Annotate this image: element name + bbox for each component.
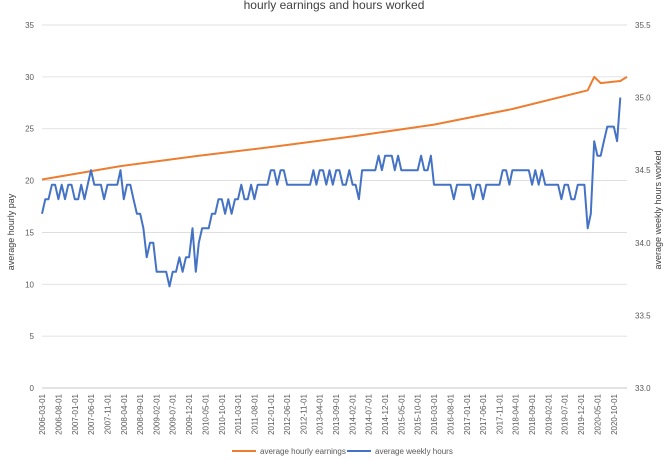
right-axis-ticks: 33.0 33.5 34.0 34.5 35.0 35.5 bbox=[635, 21, 651, 393]
right-tick-label: 35.5 bbox=[635, 21, 651, 30]
x-tick-label: 2012-11-01 bbox=[300, 393, 309, 434]
left-tick-label: 25 bbox=[25, 125, 34, 134]
left-tick-label: 35 bbox=[25, 21, 34, 30]
x-tick-label: 2006-03-01 bbox=[38, 393, 47, 434]
x-tick-label: 2007-06-01 bbox=[87, 393, 96, 434]
left-tick-label: 5 bbox=[30, 332, 35, 341]
x-tick-label: 2017-01-01 bbox=[463, 393, 472, 434]
x-tick-label: 2013-09-01 bbox=[332, 393, 341, 434]
x-tick-label: 2018-04-01 bbox=[512, 393, 521, 434]
x-axis: 2006-03-01 2006-08-01 2007-01-01 2007-06-01… bbox=[38, 387, 627, 435]
x-tick-label: 2009-07-01 bbox=[169, 393, 178, 434]
x-tick-label: 2016-03-01 bbox=[430, 393, 439, 434]
x-tick-label: 2010-10-01 bbox=[218, 393, 227, 434]
legend-label-earnings: average hourly earnings bbox=[260, 447, 346, 456]
x-tick-label: 2016-08-01 bbox=[447, 393, 456, 434]
x-tick-label: 2011-03-01 bbox=[234, 393, 243, 434]
right-tick-label: 33.5 bbox=[635, 311, 651, 320]
x-tick-label: 2007-11-01 bbox=[104, 393, 113, 434]
x-tick-label: 2011-08-01 bbox=[250, 393, 259, 434]
x-tick-label: 2009-02-01 bbox=[153, 393, 162, 434]
x-tick-label: 2008-04-01 bbox=[120, 393, 129, 434]
y-axis-title-left: average hourly pay bbox=[6, 193, 16, 270]
x-tick-label: 2010-05-01 bbox=[201, 393, 210, 434]
right-tick-label: 34.5 bbox=[635, 166, 651, 175]
right-tick-label: 33.0 bbox=[635, 384, 651, 393]
left-tick-label: 15 bbox=[25, 228, 34, 237]
left-tick-label: 20 bbox=[25, 177, 34, 186]
gridlines bbox=[42, 24, 627, 389]
legend-label-hours: average weekly hours bbox=[375, 447, 453, 456]
x-tick-label: 2008-09-01 bbox=[136, 393, 145, 434]
x-tick-label: 2015-10-01 bbox=[414, 393, 423, 434]
x-tick-label: 2019-02-01 bbox=[545, 393, 554, 434]
series-layer bbox=[41, 75, 628, 288]
legend: average hourly earnings average weekly h… bbox=[232, 447, 453, 456]
x-tick-label: 2019-12-01 bbox=[577, 393, 586, 434]
x-tick-label: 2014-12-01 bbox=[381, 393, 390, 434]
x-tick-label: 2007-01-01 bbox=[71, 393, 80, 434]
x-tick-label: 2006-08-01 bbox=[54, 393, 63, 434]
right-tick-label: 35.0 bbox=[635, 94, 651, 103]
x-tick-label: 2015-05-01 bbox=[397, 393, 406, 434]
x-tick-label: 2012-01-01 bbox=[267, 393, 276, 434]
x-tick-label: 2019-07-01 bbox=[561, 393, 570, 434]
left-tick-label: 10 bbox=[25, 280, 34, 289]
right-tick-label: 34.0 bbox=[635, 239, 651, 248]
x-tick-label: 2020-05-01 bbox=[593, 393, 602, 434]
left-axis-ticks: 0 5 10 15 20 25 30 35 bbox=[25, 21, 34, 393]
y-axis-title-right: average weekly hours worked bbox=[653, 150, 663, 269]
chart-title: hourly earnings and hours worked bbox=[244, 0, 425, 12]
x-tick-label: 2012-06-01 bbox=[283, 393, 292, 434]
series-line-average-weekly-hours bbox=[41, 97, 622, 288]
x-tick-label: 2013-04-01 bbox=[316, 393, 325, 434]
x-tick-label: 2017-06-01 bbox=[479, 393, 488, 434]
series-line-average-hourly-earnings bbox=[41, 75, 628, 181]
x-tick-label: 2014-07-01 bbox=[365, 393, 374, 434]
x-tick-label: 2020-10-01 bbox=[610, 393, 619, 434]
x-tick-label: 2009-12-01 bbox=[185, 393, 194, 434]
left-tick-label: 30 bbox=[25, 73, 34, 82]
x-tick-label: 2018-09-01 bbox=[528, 393, 537, 434]
x-tick-label: 2017-11-01 bbox=[496, 393, 505, 434]
x-tick-label: 2014-02-01 bbox=[349, 393, 358, 434]
left-tick-label: 0 bbox=[30, 384, 35, 393]
